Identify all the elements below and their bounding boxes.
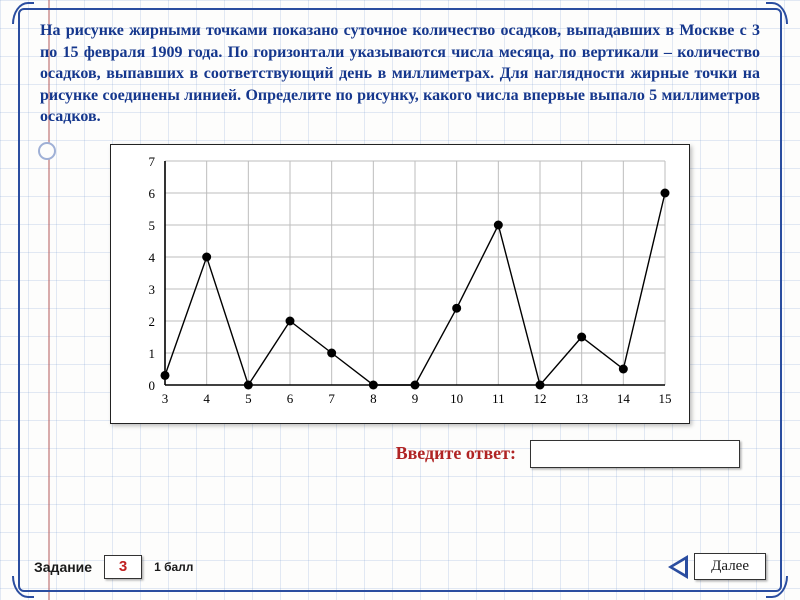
svg-text:13: 13 [575,391,588,406]
svg-text:9: 9 [412,391,419,406]
svg-text:6: 6 [149,186,156,201]
svg-text:5: 5 [245,391,252,406]
svg-text:14: 14 [617,391,631,406]
svg-text:8: 8 [370,391,377,406]
footer-bar: Задание 3 1 балл Далее [34,553,766,580]
svg-text:7: 7 [149,155,156,169]
task-label: Задание [34,559,92,575]
precipitation-chart: 345678910111213141501234567 [125,155,677,415]
svg-text:4: 4 [149,250,156,265]
next-button[interactable]: Далее [694,553,766,580]
answer-label: Введите ответ: [396,443,516,464]
svg-text:15: 15 [659,391,672,406]
task-info: Задание 3 1 балл [34,555,193,579]
svg-text:1: 1 [149,346,156,361]
svg-text:12: 12 [534,391,547,406]
answer-input[interactable] [530,440,740,468]
svg-text:5: 5 [149,218,156,233]
svg-text:3: 3 [149,282,156,297]
svg-text:11: 11 [492,391,505,406]
svg-text:2: 2 [149,314,156,329]
next-button-label: Далее [711,558,749,574]
answer-row: Введите ответ: [30,440,770,468]
chart-card: 345678910111213141501234567 [110,144,690,424]
svg-text:4: 4 [203,391,210,406]
task-number: 3 [104,555,142,579]
content-area: На рисунке жирными точками показано суто… [30,18,770,468]
arrow-left-icon [668,555,688,579]
svg-text:6: 6 [287,391,294,406]
next-block: Далее [668,553,766,580]
task-points: 1 балл [154,560,193,574]
svg-text:0: 0 [149,378,156,393]
svg-text:10: 10 [450,391,463,406]
svg-text:3: 3 [162,391,169,406]
question-text: На рисунке жирными точками показано суто… [30,18,770,136]
svg-text:7: 7 [328,391,335,406]
